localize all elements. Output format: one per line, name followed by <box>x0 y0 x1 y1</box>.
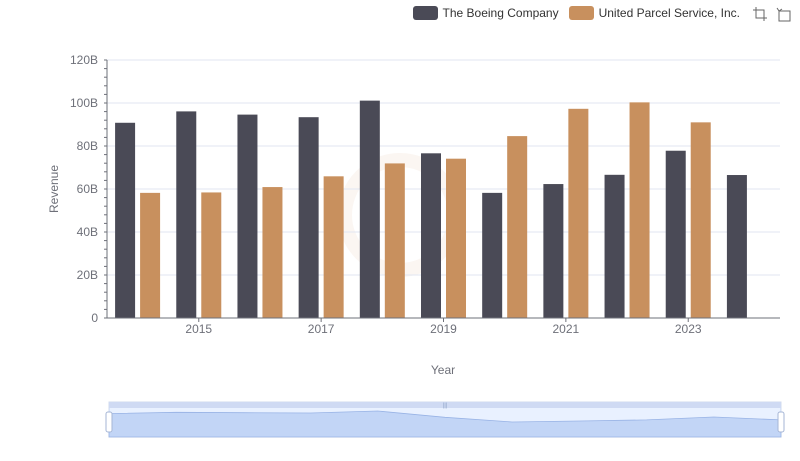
legend-swatch-boeing <box>412 6 438 20</box>
y-tick-label: 120B <box>70 53 98 67</box>
bar-boeing-2022[interactable] <box>604 174 625 318</box>
restore-icon[interactable] <box>776 6 792 22</box>
data-zoom-right-handle[interactable] <box>777 411 785 433</box>
bar-ups-2022[interactable] <box>629 102 650 318</box>
zoom-icon[interactable] <box>752 6 768 22</box>
bar-boeing-2014[interactable] <box>115 122 136 318</box>
y-tick-label: 40B <box>77 225 98 239</box>
y-tick-label: 100B <box>70 96 98 110</box>
data-zoom-left-handle[interactable] <box>105 411 113 433</box>
bar-ups-2019[interactable] <box>446 158 466 318</box>
bar-boeing-2016[interactable] <box>237 114 258 318</box>
bar-boeing-2024[interactable] <box>726 175 747 318</box>
bar-boeing-2017[interactable] <box>298 117 319 318</box>
bar-boeing-2023[interactable] <box>665 150 686 318</box>
y-axis-title: Revenue <box>47 165 61 213</box>
y-tick-label: 0 <box>91 311 98 325</box>
bar-ups-2014[interactable] <box>140 192 161 318</box>
legend: The Boeing Company United Parcel Service… <box>412 4 740 22</box>
bar-ups-2018[interactable] <box>384 163 405 318</box>
x-tick-label: 2023 <box>675 322 702 336</box>
x-tick-label: 2019 <box>430 322 457 336</box>
x-axis-title: Year <box>431 363 455 377</box>
data-zoom-grip-icon[interactable]: ||| <box>443 403 448 409</box>
y-tick-label: 60B <box>77 182 98 196</box>
legend-label-boeing: The Boeing Company <box>442 6 559 20</box>
data-zoom-preview-area <box>108 410 782 438</box>
bar-boeing-2020[interactable] <box>482 192 503 318</box>
bar-boeing-2021[interactable] <box>543 184 564 318</box>
bar-ups-2020[interactable] <box>507 136 528 318</box>
bar-ups-2016[interactable] <box>262 187 283 318</box>
legend-item-ups[interactable]: United Parcel Service, Inc. <box>568 6 740 20</box>
y-tick-label: 80B <box>77 139 98 153</box>
bar-boeing-2019[interactable] <box>421 153 441 318</box>
data-zoom-move-bar[interactable] <box>109 402 781 408</box>
x-tick-label: 2017 <box>308 322 335 336</box>
y-tick-label: 20B <box>77 268 98 282</box>
bar-ups-2021[interactable] <box>568 108 589 319</box>
bar-ups-2015[interactable] <box>201 192 222 318</box>
legend-label-ups: United Parcel Service, Inc. <box>598 6 740 20</box>
bar-ups-2017[interactable] <box>323 176 344 318</box>
legend-swatch-ups <box>568 6 594 20</box>
data-zoom-slider[interactable]: ||| <box>105 401 785 438</box>
x-tick-label: 2021 <box>553 322 580 336</box>
legend-item-boeing[interactable]: The Boeing Company <box>412 6 559 20</box>
bar-ups-2023[interactable] <box>690 122 711 318</box>
bar-boeing-2015[interactable] <box>176 111 197 318</box>
x-tick-label: 2015 <box>185 322 212 336</box>
chart-toolbox <box>752 6 792 22</box>
bar-boeing-2018[interactable] <box>359 100 380 318</box>
